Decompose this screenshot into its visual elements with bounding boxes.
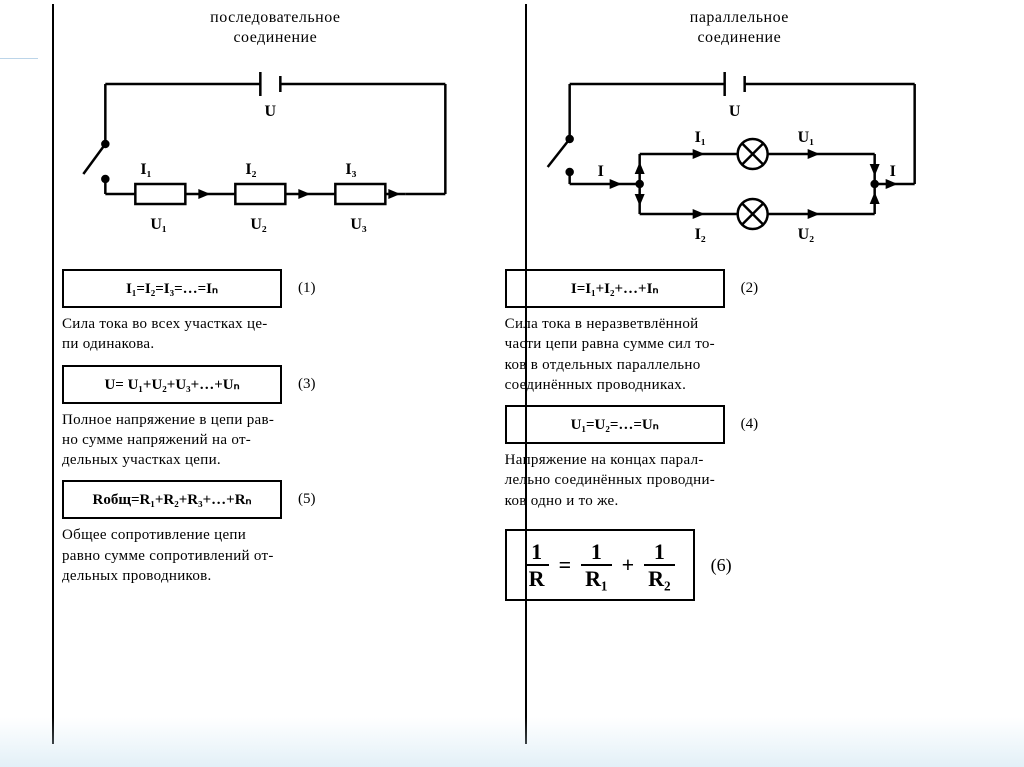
left-circuit: U I₁ I₂ I₃ U₁ U₂ U₃ xyxy=(62,54,489,254)
left-I3-label: I₃ xyxy=(345,161,356,178)
eq6-lhs-num: 1 xyxy=(525,539,549,566)
eq2-num: (2) xyxy=(741,280,759,297)
eq6-t1: 1 R₁ xyxy=(581,539,611,592)
eq6-t2-den: R₂ xyxy=(644,566,674,591)
right-U1: U₁ xyxy=(797,129,814,146)
expl4: Напряжение на концах парал- лельно соеди… xyxy=(505,450,974,511)
eq2-box: I=I₁+I₂+…+Iₙ xyxy=(505,269,725,308)
eq6-t2-num: 1 xyxy=(644,539,674,566)
right-title-line2: соединение xyxy=(697,29,781,46)
page: последовательное соединение xyxy=(0,0,1024,767)
left-title-line2: соединение xyxy=(233,29,317,46)
eq5-num: (5) xyxy=(298,491,316,508)
eq2-row: I=I₁+I₂+…+Iₙ (2) xyxy=(505,269,974,308)
eq6-formula: 1 R = 1 R₁ + 1 R₂ xyxy=(521,539,679,592)
left-U1-label: U₁ xyxy=(150,216,167,233)
eq2-text: I=I₁+I₂+…+Iₙ xyxy=(529,279,701,298)
eq1-box: I₁=I₂=I₃=…=Iₙ xyxy=(62,269,282,308)
eq6-lhs-den: R xyxy=(525,566,549,591)
eq3-text: U= U₁+U₂+U₃+…+Uₙ xyxy=(86,375,258,394)
right-circuit: U I I I₁ U₁ I₂ U₂ xyxy=(505,54,974,254)
eq4-num: (4) xyxy=(741,416,759,433)
expl1: Сила тока во всех участках це- пи одинак… xyxy=(62,314,489,355)
right-I-left: I xyxy=(597,163,603,180)
left-I2-label: I₂ xyxy=(245,161,256,178)
left-U-label: U xyxy=(265,103,277,120)
eq1-num: (1) xyxy=(298,280,316,297)
columns: последовательное соединение xyxy=(52,4,982,744)
right-title-line1: параллельное xyxy=(690,9,789,26)
eq4-text: U₁=U₂=…=Uₙ xyxy=(529,415,701,434)
right-I1: I₁ xyxy=(694,129,705,146)
eq6-t1-den: R₁ xyxy=(581,566,611,591)
left-title: последовательное соединение xyxy=(62,8,489,48)
eq1-text: I₁=I₂=I₃=…=Iₙ xyxy=(86,279,258,298)
eq4-box: U₁=U₂=…=Uₙ xyxy=(505,405,725,444)
eq6-num: (6) xyxy=(711,555,732,576)
eq5-text: Rобщ=R₁+R₂+R₃+…+Rₙ xyxy=(86,490,258,509)
right-U2: U₂ xyxy=(797,226,814,243)
eq5-box: Rобщ=R₁+R₂+R₃+…+Rₙ xyxy=(62,480,282,519)
expl3: Полное напряжение в цепи рав- но сумме н… xyxy=(62,410,489,471)
eq4-row: U₁=U₂=…=Uₙ (4) xyxy=(505,405,974,444)
eq6-t1-num: 1 xyxy=(581,539,611,566)
right-I-right: I xyxy=(889,163,895,180)
expl5: Общее сопротивление цепи равно сумме соп… xyxy=(62,525,489,586)
left-U2-label: U₂ xyxy=(250,216,267,233)
eq6-t2: 1 R₂ xyxy=(644,539,674,592)
eq6-plus: + xyxy=(622,552,635,578)
left-U3-label: U₃ xyxy=(350,216,367,233)
eq6-row: 1 R = 1 R₁ + 1 R₂ xyxy=(505,529,974,602)
right-I2: I₂ xyxy=(694,226,705,243)
left-column: последовательное соединение xyxy=(52,4,497,744)
expl2: Сила тока в неразветвлённой части цепи р… xyxy=(505,314,974,395)
eq6-eq: = xyxy=(559,552,572,578)
center-divider xyxy=(525,4,527,744)
eq6-lhs: 1 R xyxy=(525,539,549,592)
eq3-box: U= U₁+U₂+U₃+…+Uₙ xyxy=(62,365,282,404)
eq3-num: (3) xyxy=(298,376,316,393)
left-I1-label: I₁ xyxy=(140,161,151,178)
right-U-label: U xyxy=(729,103,741,120)
eq1-row: I₁=I₂=I₃=…=Iₙ (1) xyxy=(62,269,489,308)
left-title-line1: последовательное xyxy=(210,9,340,26)
eq6-box: 1 R = 1 R₁ + 1 R₂ xyxy=(505,529,695,602)
side-accent xyxy=(0,40,38,59)
right-title: параллельное соединение xyxy=(505,8,974,48)
eq3-row: U= U₁+U₂+U₃+…+Uₙ (3) xyxy=(62,365,489,404)
right-column: параллельное соединение xyxy=(497,4,982,744)
eq5-row: Rобщ=R₁+R₂+R₃+…+Rₙ (5) xyxy=(62,480,489,519)
